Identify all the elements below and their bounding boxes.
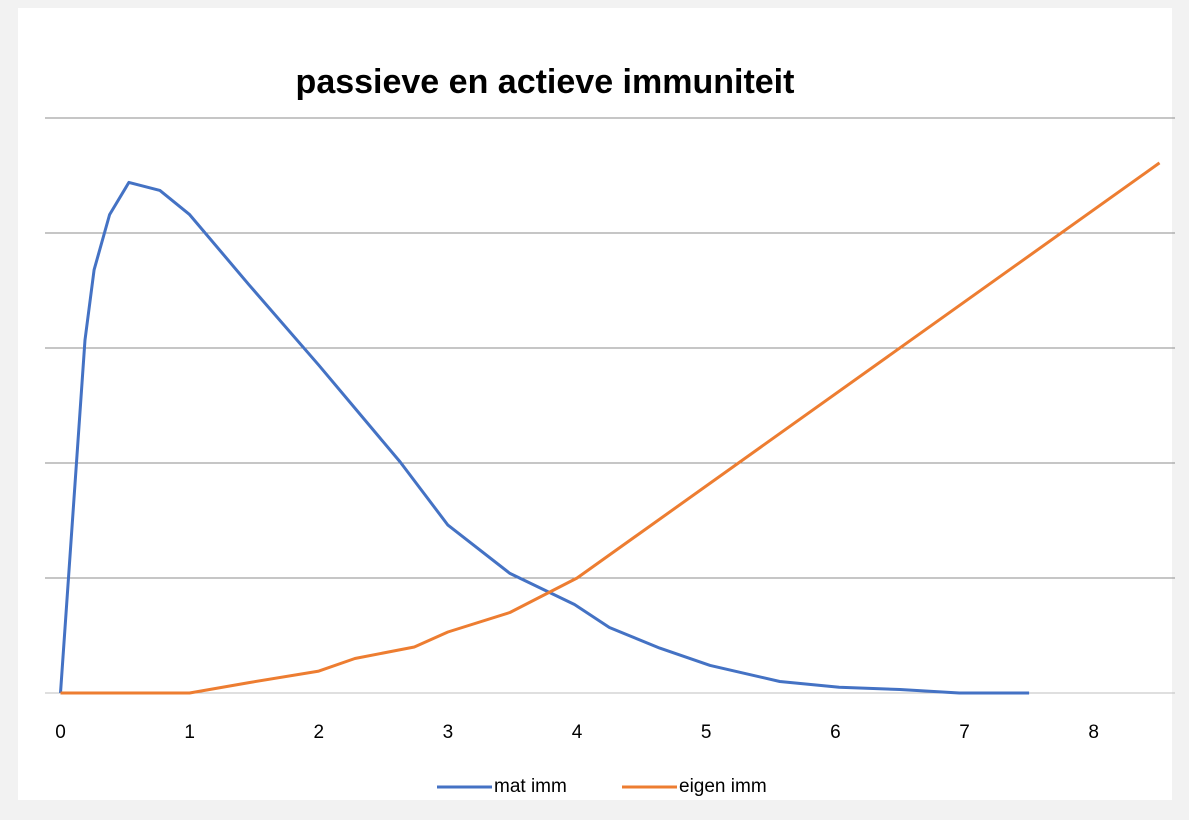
chart-title: passieve en actieve immuniteit [296,63,795,101]
chart-area [18,8,1172,800]
series-line [59,180,1030,695]
x-tick-label: 0 [55,722,66,743]
x-tick-label: 5 [701,722,712,743]
x-tick-label: 6 [830,722,841,743]
x-tick-label: 7 [959,722,970,743]
x-tick-label: 1 [184,722,195,743]
x-tick-label: 3 [443,722,454,743]
series-line [60,161,1161,695]
x-tick-label: 8 [1088,722,1099,743]
legend-label: eigen imm [679,776,767,797]
x-tick-label: 2 [313,722,324,743]
x-tick-label: 4 [572,722,583,743]
legend-label: mat imm [494,776,567,797]
